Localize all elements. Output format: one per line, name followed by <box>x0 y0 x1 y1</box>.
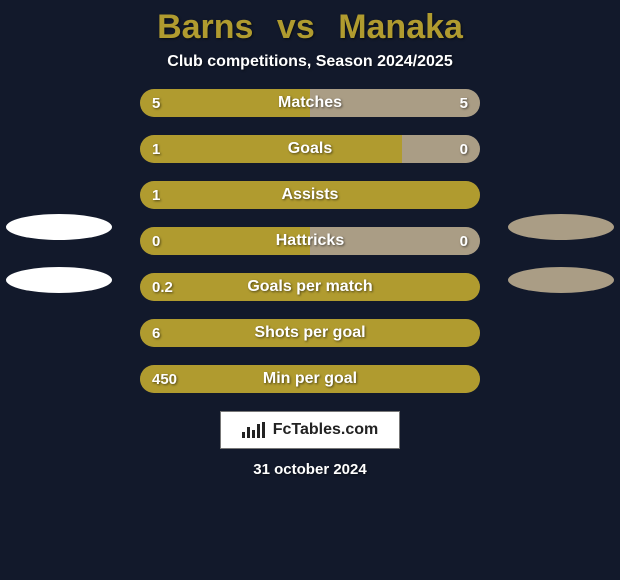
brand-box: FcTables.com <box>220 411 400 449</box>
brand-text: FcTables.com <box>273 421 379 439</box>
player1-oval-icon <box>6 267 112 293</box>
stat-bar: 10Goals <box>140 135 480 163</box>
stat-row: 1Assists <box>0 181 620 209</box>
stat-label: Min per goal <box>140 370 480 388</box>
brand-chart-icon <box>242 422 265 438</box>
stat-bar: 6Shots per goal <box>140 319 480 347</box>
player2-oval-icon <box>508 214 614 240</box>
stat-label: Matches <box>140 94 480 112</box>
stat-bar: 450Min per goal <box>140 365 480 393</box>
stat-row: 6Shots per goal <box>0 319 620 347</box>
player2-name: Manaka <box>338 8 463 46</box>
stats-area: 55Matches 10Goals 1Assists 00Hattricks 0.2Go… <box>0 89 620 393</box>
player2-oval-icon <box>508 267 614 293</box>
stat-row: 450Min per goal <box>0 365 620 393</box>
rows-host: 55Matches 10Goals 1Assists 00Hattricks 0.2Go… <box>0 89 620 393</box>
stat-label: Goals <box>140 140 480 158</box>
stat-bar: 55Matches <box>140 89 480 117</box>
player1-name: Barns <box>157 8 253 46</box>
stat-label: Shots per goal <box>140 324 480 342</box>
stat-label: Goals per match <box>140 278 480 296</box>
date-text: 31 october 2024 <box>0 461 620 478</box>
stat-bar: 1Assists <box>140 181 480 209</box>
vs-word: vs <box>277 8 315 46</box>
stat-bar: 0.2Goals per match <box>140 273 480 301</box>
stat-row: 10Goals <box>0 135 620 163</box>
stat-row: 55Matches <box>0 89 620 117</box>
stat-bar: 00Hattricks <box>140 227 480 255</box>
stat-label: Hattricks <box>140 232 480 250</box>
page-title: Barns vs Manaka <box>0 0 620 53</box>
stat-label: Assists <box>140 186 480 204</box>
comparison-card: Barns vs Manaka Club competitions, Seaso… <box>0 0 620 580</box>
player1-oval-icon <box>6 214 112 240</box>
subtitle: Club competitions, Season 2024/2025 <box>0 53 620 89</box>
